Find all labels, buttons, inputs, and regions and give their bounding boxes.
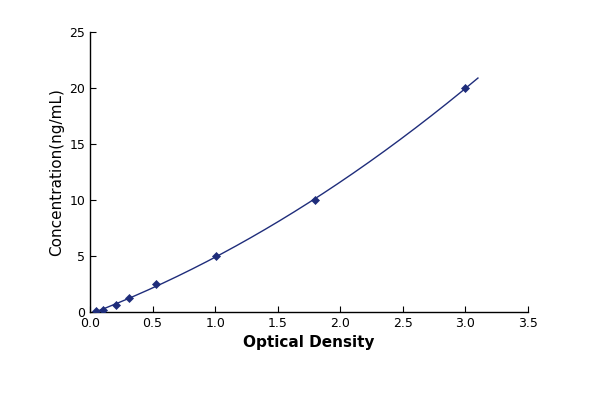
Y-axis label: Concentration(ng/mL): Concentration(ng/mL) <box>49 88 64 256</box>
X-axis label: Optical Density: Optical Density <box>243 336 375 350</box>
